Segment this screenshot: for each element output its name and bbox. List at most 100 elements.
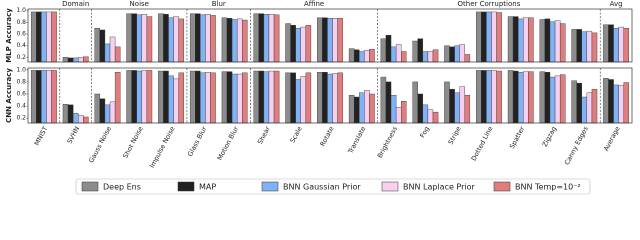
bar — [178, 18, 184, 63]
bar — [195, 70, 201, 124]
bar — [559, 23, 566, 63]
bar — [395, 107, 402, 124]
legend-frame — [75, 178, 591, 195]
bar — [94, 93, 101, 124]
bar — [295, 79, 301, 124]
bar — [544, 72, 551, 124]
group-label: Other Corruptions — [458, 0, 521, 8]
bar — [41, 11, 47, 63]
bar — [62, 104, 69, 124]
x-tick-label: Translate — [346, 125, 367, 156]
bar — [327, 18, 333, 63]
x-tick-label: Spatter — [508, 125, 526, 150]
bar — [364, 90, 370, 124]
bar — [99, 29, 106, 63]
bar — [226, 71, 233, 124]
bar — [114, 72, 121, 124]
bar — [210, 72, 216, 124]
bar — [178, 72, 184, 124]
bar — [385, 81, 392, 124]
bar — [380, 76, 387, 124]
bar — [559, 74, 566, 124]
bar — [359, 92, 365, 124]
bar — [163, 14, 169, 63]
bar — [539, 71, 546, 124]
bar — [427, 109, 434, 124]
bar — [369, 48, 375, 63]
legend-label: BNN Gaussian Prior — [283, 183, 361, 192]
bar — [512, 70, 519, 124]
bar — [591, 88, 598, 124]
bar — [586, 92, 593, 124]
bar — [67, 104, 74, 124]
bar — [242, 19, 248, 63]
bar — [417, 38, 424, 63]
bar — [205, 14, 211, 63]
bar — [114, 46, 121, 63]
plot-frame — [27, 67, 633, 124]
bar — [285, 72, 291, 124]
bar — [236, 18, 243, 63]
bar — [517, 72, 524, 124]
bar — [507, 70, 514, 124]
bar — [544, 18, 551, 63]
bar — [576, 82, 582, 124]
bar — [72, 113, 79, 124]
bar — [390, 46, 397, 63]
group-label: Noise — [130, 0, 149, 8]
bar — [491, 11, 497, 63]
x-tick-label: Dotted Line — [470, 125, 495, 162]
legend-label: BNN Laplace Prior — [403, 183, 476, 192]
bar — [126, 13, 132, 63]
bar — [517, 18, 524, 63]
bar — [512, 16, 519, 63]
legend-swatch — [493, 181, 511, 192]
bar — [549, 21, 556, 63]
bar — [205, 72, 211, 124]
bar — [268, 14, 275, 63]
bar — [221, 71, 228, 124]
bar — [173, 16, 179, 63]
bar — [317, 72, 323, 124]
bar — [412, 81, 418, 124]
bar — [332, 73, 338, 124]
bar — [253, 13, 259, 63]
bar — [523, 71, 529, 124]
bar — [554, 20, 561, 63]
bar — [554, 75, 561, 124]
bar — [242, 72, 248, 124]
bar — [263, 71, 270, 124]
bar — [146, 16, 153, 63]
bar — [380, 38, 387, 63]
bar — [36, 11, 42, 63]
bar — [603, 78, 609, 124]
bar — [348, 94, 355, 124]
bar — [586, 30, 593, 63]
bar — [273, 14, 280, 63]
bar — [126, 70, 132, 124]
bar — [300, 26, 307, 63]
bar — [412, 40, 418, 63]
x-tick-label: Average — [602, 125, 622, 152]
bar — [51, 11, 57, 63]
bar — [486, 70, 492, 124]
x-tick-label: Rotate — [318, 125, 335, 148]
plot-frame — [27, 8, 633, 63]
y-tick-label: 0.6 — [16, 90, 26, 97]
bar — [623, 82, 630, 124]
bar — [41, 70, 47, 124]
bar — [332, 18, 338, 63]
bar — [51, 70, 57, 124]
bar — [454, 92, 460, 124]
bar — [581, 31, 588, 63]
bar — [226, 18, 233, 63]
bar — [322, 72, 328, 124]
legend-swatch — [381, 181, 399, 192]
bar — [476, 11, 482, 63]
bar — [444, 81, 450, 124]
bar — [221, 17, 228, 63]
bar — [195, 13, 201, 63]
bar — [608, 79, 614, 124]
y-tick-label: 0.4 — [16, 103, 26, 110]
